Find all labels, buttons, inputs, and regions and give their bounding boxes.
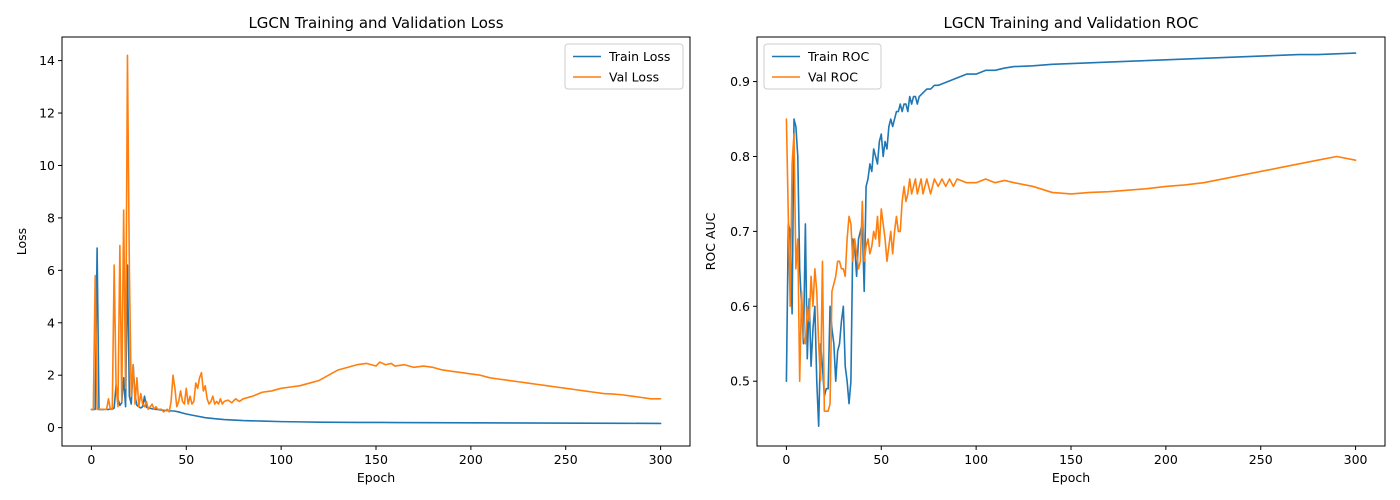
roc-panel: LGCN Training and Validation ROC 0 50 100 1… [703, 14, 1386, 485]
loss-x-tick-label: 50 [178, 452, 194, 467]
loss-y-tick-label: 14 [39, 53, 55, 68]
loss-y-tick-label: 2 [47, 368, 55, 383]
loss-x-tick-label: 100 [269, 452, 293, 467]
loss-y-tick-label: 8 [47, 210, 55, 225]
loss-series-val-line [90, 54, 662, 413]
roc-x-tick-label: 150 [1059, 452, 1083, 467]
roc-x-tick-label: 100 [964, 452, 988, 467]
loss-x-tick-label: 0 [87, 452, 95, 467]
loss-legend-val-label: Val Loss [609, 70, 659, 85]
loss-x-ticks: 0 50 100 150 200 250 300 [87, 446, 673, 467]
loss-legend-train-label: Train Loss [608, 49, 670, 64]
loss-plot-area: 0 50 100 150 200 250 300 0 2 4 6 8 10 12 14 Train Los… [39, 36, 691, 467]
roc-y-tick-label: 0.9 [730, 74, 750, 89]
roc-y-tick-label: 0.6 [730, 299, 750, 314]
roc-x-tick-label: 250 [1249, 452, 1273, 467]
loss-series-group [90, 54, 662, 425]
roc-y-ticks: 0.5 0.6 0.7 0.8 0.9 [730, 74, 757, 389]
loss-legend: Train Loss Val Loss [564, 43, 684, 90]
loss-x-tick-label: 300 [649, 452, 673, 467]
roc-y-tick-label: 0.8 [730, 149, 750, 164]
roc-y-axis-label: ROC AUC [703, 212, 718, 270]
loss-x-tick-label: 150 [364, 452, 388, 467]
roc-x-tick-label: 300 [1344, 452, 1368, 467]
loss-x-tick-label: 250 [554, 452, 578, 467]
loss-y-axis-label: Loss [14, 228, 29, 255]
loss-y-tick-label: 6 [47, 263, 55, 278]
roc-plot-area: 0 50 100 150 200 250 300 0.5 0.6 0.7 0.8 0.9 Train… [730, 36, 1386, 467]
roc-legend: Train ROC Val ROC [763, 43, 882, 90]
roc-x-ticks: 0 50 100 150 200 250 300 [782, 446, 1368, 467]
roc-chart-title: LGCN Training and Validation ROC [944, 14, 1199, 32]
roc-legend-train-label: Train ROC [807, 49, 869, 64]
loss-y-tick-label: 12 [39, 106, 55, 121]
roc-y-tick-label: 0.5 [730, 374, 750, 389]
roc-series-train-line [785, 52, 1357, 427]
roc-y-tick-label: 0.7 [730, 224, 750, 239]
roc-x-axis-label: Epoch [1052, 470, 1090, 485]
roc-series-val-line [785, 118, 1357, 412]
roc-series-group [785, 52, 1357, 427]
roc-legend-val-label: Val ROC [808, 70, 858, 85]
loss-y-tick-label: 0 [47, 420, 55, 435]
loss-x-tick-label: 200 [459, 452, 483, 467]
loss-chart-title: LGCN Training and Validation Loss [248, 14, 503, 32]
roc-x-tick-label: 0 [782, 452, 790, 467]
loss-y-ticks: 0 2 4 6 8 10 12 14 [39, 53, 62, 435]
loss-x-axis-label: Epoch [357, 470, 395, 485]
loss-y-tick-label: 4 [47, 315, 55, 330]
roc-x-tick-label: 50 [873, 452, 889, 467]
loss-y-tick-label: 10 [39, 158, 55, 173]
loss-panel: LGCN Training and Validation Loss 0 50 100… [14, 14, 691, 485]
roc-x-tick-label: 200 [1154, 452, 1178, 467]
